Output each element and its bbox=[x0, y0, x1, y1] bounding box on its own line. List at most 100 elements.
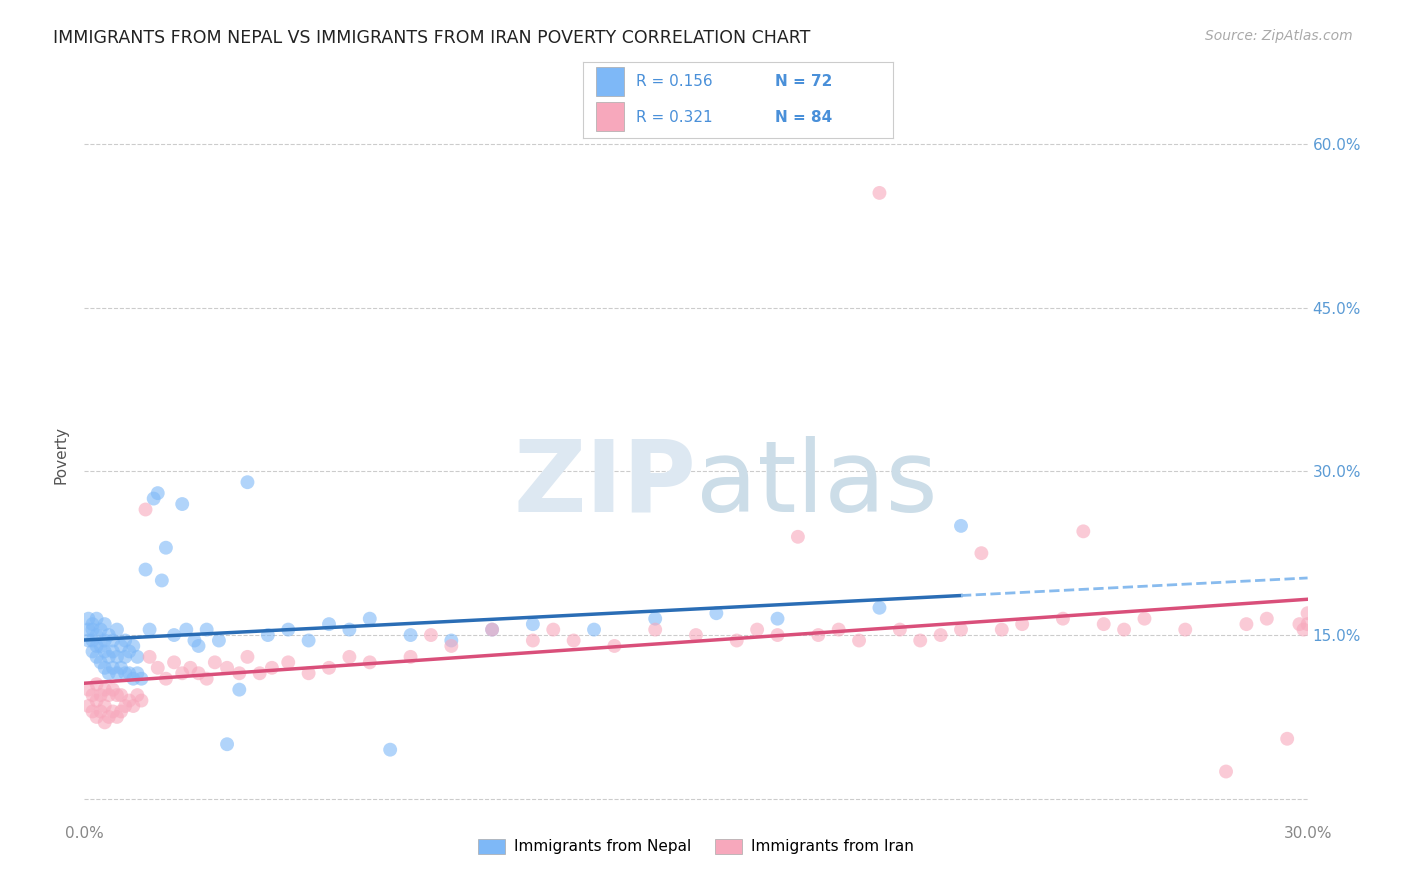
Point bbox=[204, 656, 226, 670]
Point bbox=[208, 633, 231, 648]
Point bbox=[522, 633, 544, 648]
Point bbox=[122, 639, 145, 653]
Point bbox=[101, 661, 124, 675]
Point bbox=[105, 710, 128, 724]
Point bbox=[93, 682, 115, 697]
Point bbox=[122, 698, 145, 713]
Point bbox=[1092, 617, 1115, 632]
Point bbox=[90, 705, 112, 719]
Point bbox=[481, 623, 503, 637]
Point bbox=[747, 623, 769, 637]
Point bbox=[118, 644, 141, 658]
Point bbox=[97, 628, 120, 642]
Text: IMMIGRANTS FROM NEPAL VS IMMIGRANTS FROM IRAN POVERTY CORRELATION CHART: IMMIGRANTS FROM NEPAL VS IMMIGRANTS FROM… bbox=[53, 29, 811, 46]
Point bbox=[127, 649, 149, 664]
Point bbox=[260, 661, 283, 675]
Point bbox=[991, 623, 1014, 637]
Point bbox=[93, 715, 115, 730]
Point bbox=[1277, 731, 1299, 746]
Point bbox=[97, 649, 120, 664]
Point bbox=[131, 693, 153, 707]
Point bbox=[118, 693, 141, 707]
Text: N = 72: N = 72 bbox=[775, 74, 832, 89]
Point bbox=[101, 682, 124, 697]
Point bbox=[1288, 617, 1310, 632]
Bar bbox=[596, 102, 624, 130]
Point bbox=[86, 710, 108, 724]
Point bbox=[114, 666, 136, 681]
Point bbox=[77, 612, 100, 626]
Point bbox=[725, 633, 748, 648]
Point bbox=[110, 688, 132, 702]
Point bbox=[172, 497, 194, 511]
Point bbox=[105, 688, 128, 702]
Point bbox=[249, 666, 271, 681]
Point bbox=[183, 633, 205, 648]
Text: Source: ZipAtlas.com: Source: ZipAtlas.com bbox=[1205, 29, 1353, 43]
Point bbox=[1174, 623, 1197, 637]
Point bbox=[603, 639, 626, 653]
Point bbox=[339, 623, 361, 637]
Point bbox=[90, 688, 112, 702]
Point bbox=[848, 633, 870, 648]
Point bbox=[77, 623, 100, 637]
Point bbox=[86, 639, 108, 653]
Point bbox=[910, 633, 932, 648]
Point bbox=[118, 666, 141, 681]
Point bbox=[114, 633, 136, 648]
Point bbox=[114, 649, 136, 664]
Point bbox=[114, 698, 136, 713]
Point bbox=[1073, 524, 1095, 539]
Point bbox=[1052, 612, 1074, 626]
Point bbox=[318, 661, 340, 675]
Point bbox=[277, 656, 299, 670]
Point bbox=[90, 623, 112, 637]
Point bbox=[236, 649, 259, 664]
Point bbox=[97, 688, 120, 702]
Point bbox=[522, 617, 544, 632]
Text: atlas: atlas bbox=[696, 435, 938, 533]
Point bbox=[138, 649, 160, 664]
Point bbox=[155, 672, 177, 686]
Point bbox=[228, 682, 250, 697]
Point bbox=[122, 672, 145, 686]
Point bbox=[105, 623, 128, 637]
Point bbox=[105, 649, 128, 664]
Point bbox=[146, 486, 169, 500]
Point bbox=[766, 612, 789, 626]
Point bbox=[138, 623, 160, 637]
Point bbox=[1292, 623, 1315, 637]
Point bbox=[420, 628, 443, 642]
Point bbox=[97, 666, 120, 681]
Point bbox=[1215, 764, 1237, 779]
Point bbox=[86, 628, 108, 642]
Point bbox=[82, 644, 104, 658]
Point bbox=[187, 639, 209, 653]
Point bbox=[172, 666, 194, 681]
Point bbox=[257, 628, 280, 642]
Point bbox=[82, 688, 104, 702]
Point bbox=[217, 661, 239, 675]
Point bbox=[93, 644, 115, 658]
Point bbox=[644, 623, 666, 637]
Point bbox=[146, 661, 169, 675]
Point bbox=[1114, 623, 1136, 637]
Point bbox=[298, 633, 321, 648]
Point bbox=[236, 475, 259, 490]
Point bbox=[339, 649, 361, 664]
Text: R = 0.321: R = 0.321 bbox=[636, 110, 713, 125]
Point bbox=[105, 666, 128, 681]
Point bbox=[318, 617, 340, 632]
Point bbox=[187, 666, 209, 681]
Point bbox=[929, 628, 952, 642]
Point bbox=[127, 688, 149, 702]
Legend: Immigrants from Nepal, Immigrants from Iran: Immigrants from Nepal, Immigrants from I… bbox=[471, 833, 921, 861]
Point bbox=[440, 639, 463, 653]
Point bbox=[163, 628, 186, 642]
Point bbox=[644, 612, 666, 626]
Point bbox=[135, 502, 157, 516]
Point bbox=[93, 617, 115, 632]
Point bbox=[86, 612, 108, 626]
Point bbox=[77, 682, 100, 697]
Point bbox=[86, 693, 108, 707]
